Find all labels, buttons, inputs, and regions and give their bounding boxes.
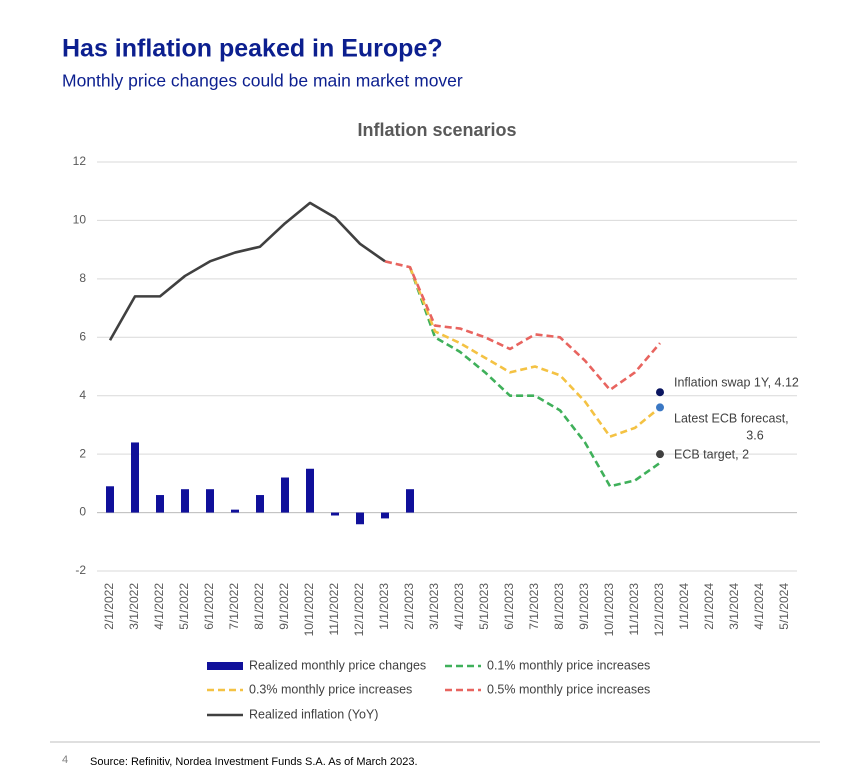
x-tick-label: 3/1/2023 — [427, 583, 441, 630]
y-tick-label: 0 — [79, 505, 86, 519]
legend-label: 0.3% monthly price increases — [249, 682, 412, 696]
bar — [181, 489, 189, 513]
x-tick-label: 4/1/2022 — [152, 583, 166, 630]
annotation-label: Latest ECB forecast, — [674, 411, 789, 425]
x-tick-label: 4/1/2023 — [452, 583, 466, 630]
page-number: 4 — [62, 754, 68, 766]
bar — [206, 489, 214, 513]
y-tick-label: -2 — [75, 563, 86, 577]
x-tick-label: 3/1/2024 — [727, 583, 741, 630]
bar — [306, 468, 314, 513]
bar — [381, 512, 389, 519]
bar — [231, 509, 239, 513]
x-tick-label: 2/1/2022 — [102, 583, 116, 630]
y-tick-label: 4 — [79, 388, 86, 402]
annotation-point — [656, 450, 664, 459]
x-tick-label: 4/1/2024 — [752, 583, 766, 630]
y-tick-label: 8 — [79, 271, 86, 285]
annotation-point — [656, 388, 664, 397]
x-tick-label: 5/1/2024 — [777, 583, 791, 630]
annotation-point — [656, 403, 664, 412]
legend-label: Realized inflation (YoY) — [249, 707, 378, 721]
bar — [156, 495, 164, 513]
line — [408, 266, 661, 438]
legend-swatch — [207, 662, 243, 670]
y-tick-label: 6 — [79, 329, 86, 343]
x-tick-label: 8/1/2022 — [252, 583, 266, 630]
legend-label: Realized monthly price changes — [249, 658, 426, 672]
slide-title: Has inflation peaked in Europe? — [62, 35, 443, 63]
source-note: Source: Refinitiv, Nordea Investment Fun… — [90, 756, 418, 768]
bar — [256, 495, 264, 513]
annotation-label: Inflation swap 1Y, 4.12 — [674, 375, 799, 389]
line — [108, 201, 386, 341]
x-tick-label: 3/1/2022 — [127, 583, 141, 630]
x-tick-label: 11/1/2023 — [627, 583, 641, 636]
x-tick-label: 2/1/2023 — [402, 583, 416, 630]
x-tick-label: 1/1/2023 — [377, 583, 391, 630]
x-tick-label: 11/1/2022 — [327, 583, 341, 636]
x-tick-label: 6/1/2023 — [502, 583, 516, 630]
y-tick-label: 10 — [73, 213, 87, 227]
line — [408, 266, 661, 488]
x-tick-label: 8/1/2023 — [552, 583, 566, 630]
slide-subtitle: Monthly price changes could be main mark… — [62, 71, 463, 91]
x-tick-label: 2/1/2024 — [702, 583, 716, 630]
x-tick-label: 12/1/2022 — [352, 583, 366, 637]
x-tick-label: 10/1/2023 — [602, 583, 616, 637]
x-tick-label: 9/1/2022 — [277, 583, 291, 630]
x-tick-label: 5/1/2022 — [177, 583, 191, 630]
y-tick-label: 2 — [79, 446, 86, 460]
bar — [106, 486, 114, 513]
x-tick-label: 6/1/2022 — [202, 583, 216, 630]
x-tick-label: 5/1/2023 — [477, 583, 491, 630]
bar — [356, 512, 364, 525]
line — [384, 260, 661, 392]
bar — [406, 489, 414, 513]
annotation-label: 3.6 — [746, 428, 763, 442]
y-tick-label: 12 — [73, 154, 87, 168]
x-tick-label: 9/1/2023 — [577, 583, 591, 630]
x-tick-label: 12/1/2023 — [652, 583, 666, 637]
annotation-label: ECB target, 2 — [674, 447, 749, 461]
legend-label: 0.1% monthly price increases — [487, 658, 650, 672]
x-tick-label: 7/1/2022 — [227, 583, 241, 630]
bar — [131, 442, 139, 513]
chart-title: Inflation scenarios — [357, 120, 516, 140]
legend-label: 0.5% monthly price increases — [487, 682, 650, 696]
x-tick-label: 7/1/2023 — [527, 583, 541, 630]
bar — [281, 477, 289, 513]
bar — [331, 512, 339, 516]
x-tick-label: 1/1/2024 — [677, 583, 691, 630]
x-tick-label: 10/1/2022 — [302, 583, 316, 637]
plot: -2 0 2 4 6 8 10 12 2/1/2022 3/1/2022 4/1/2022 5/1/2… — [73, 154, 799, 721]
